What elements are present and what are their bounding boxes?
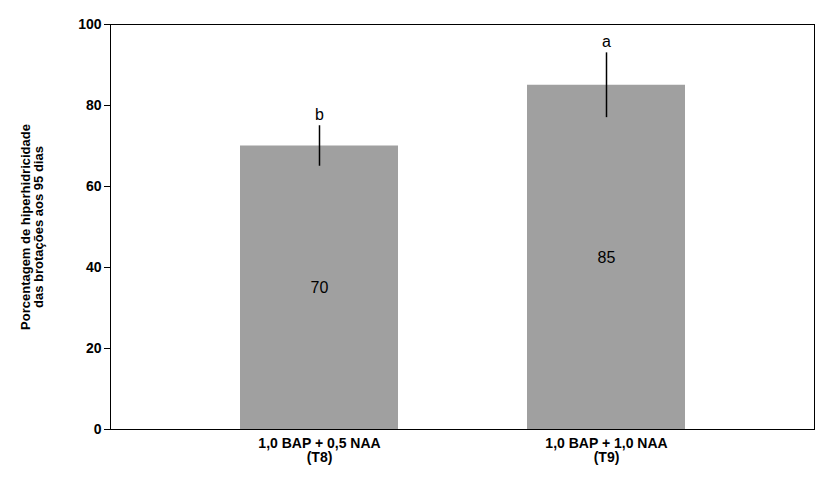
svg-text:85: 85 <box>598 248 616 265</box>
svg-text:80: 80 <box>86 97 102 113</box>
svg-text:40: 40 <box>86 259 102 275</box>
svg-text:1,0 BAP + 0,5 NAA(T8): 1,0 BAP + 0,5 NAA(T8) <box>258 435 380 465</box>
svg-text:100: 100 <box>78 16 102 32</box>
svg-text:1,0 BAP + 1,0 NAA(T9): 1,0 BAP + 1,0 NAA(T9) <box>545 435 667 465</box>
svg-text:70: 70 <box>311 279 329 296</box>
svg-text:Porcentagem de hiperhidricidad: Porcentagem de hiperhidricidadedas brota… <box>18 124 46 330</box>
svg-text:a: a <box>602 33 611 50</box>
svg-text:60: 60 <box>86 178 102 194</box>
svg-text:0: 0 <box>94 421 102 437</box>
svg-text:20: 20 <box>86 340 102 356</box>
svg-text:b: b <box>315 106 324 123</box>
